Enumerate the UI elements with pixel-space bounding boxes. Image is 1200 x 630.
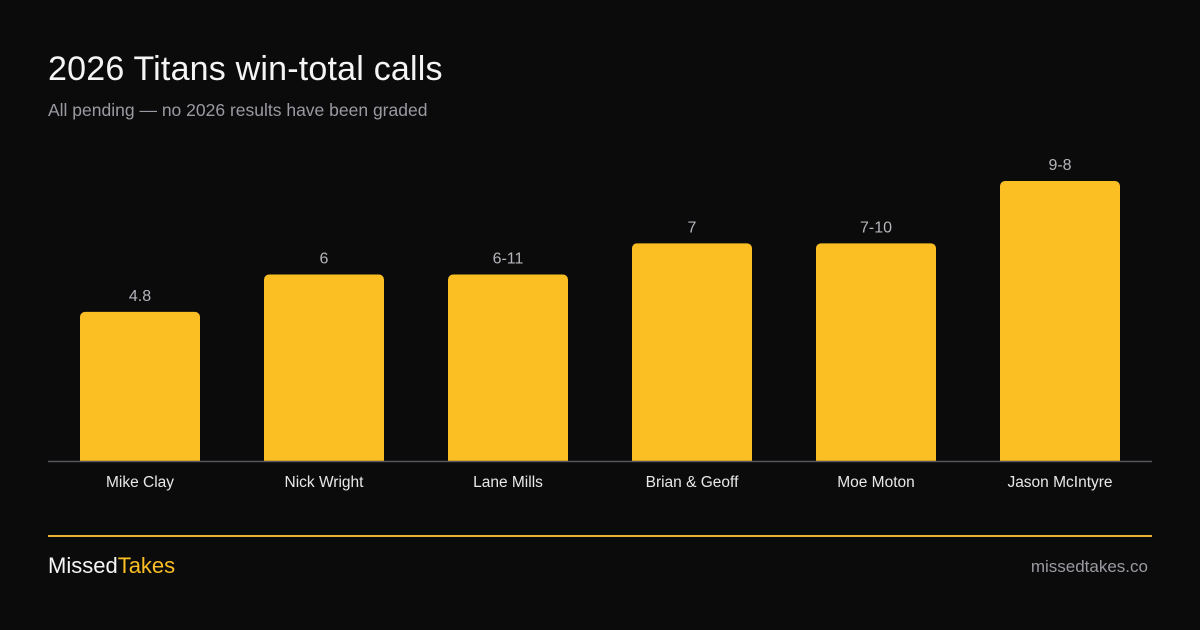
- bar: [80, 311, 200, 466]
- bar: [264, 274, 384, 466]
- brand-name-part1: Missed: [48, 553, 118, 578]
- site-url: missedtakes.co: [1030, 557, 1148, 576]
- data-label: 7-10: [860, 219, 892, 236]
- brand-name-part2: Takes: [117, 553, 176, 578]
- footer-divider: [48, 535, 1152, 537]
- category-label: Brian & Geoff: [646, 474, 739, 491]
- baseline-mask: [48, 461, 1152, 470]
- data-label: 9-8: [1048, 157, 1071, 174]
- data-label: 6-11: [493, 251, 524, 268]
- category-label: Nick Wright: [285, 474, 365, 491]
- brand-logo: MissedTakes: [48, 553, 175, 579]
- chart-subtitle: All pending — no 2026 results have been …: [48, 100, 428, 120]
- bar: [816, 243, 936, 466]
- chart-title: 2026 Titans win-total calls: [48, 50, 443, 88]
- data-label: 7: [688, 219, 697, 236]
- bar: [448, 274, 568, 466]
- bar-chart: 4.8 Mike Clay 6 Nick Wright 6-11 Lane Mills 7 B…: [48, 157, 1152, 491]
- category-label: Jason McIntyre: [1007, 474, 1112, 491]
- category-label: Moe Moton: [837, 474, 915, 491]
- bar: [632, 243, 752, 466]
- category-label: Mike Clay: [106, 474, 174, 491]
- bar: [1000, 181, 1120, 466]
- category-label: Lane Mills: [473, 474, 543, 491]
- data-label: 6: [320, 251, 329, 268]
- data-label: 4.8: [129, 288, 151, 305]
